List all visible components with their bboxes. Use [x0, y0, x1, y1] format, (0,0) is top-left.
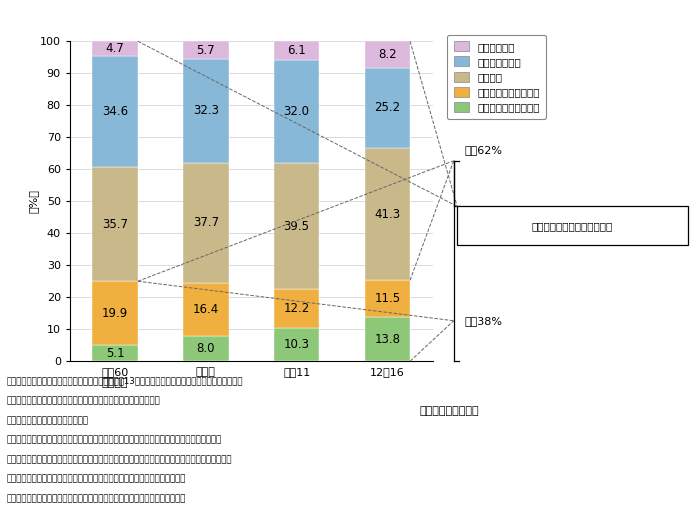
Text: 12.2: 12.2 — [283, 302, 310, 315]
Text: 37.7: 37.7 — [193, 216, 219, 229]
Bar — [364, 148, 410, 280]
Bar — [92, 281, 138, 345]
Text: 32.0: 32.0 — [283, 105, 310, 118]
Bar — [364, 41, 410, 68]
Text: 13.8: 13.8 — [374, 333, 401, 346]
Bar — [274, 289, 319, 328]
Text: 11.5: 11.5 — [374, 292, 401, 305]
Text: （備考）　１．国立社会保障・人口問題研究所「第13回出生動向基本調査（夫婦調査）」より作成。: （備考） １．国立社会保障・人口問題研究所「第13回出生動向基本調査（夫婦調査）… — [7, 377, 244, 385]
Bar — [183, 283, 228, 335]
Bar — [92, 41, 138, 56]
Text: 有職38%: 有職38% — [464, 316, 502, 326]
Text: 39.5: 39.5 — [283, 219, 310, 233]
Text: 4.7: 4.7 — [106, 42, 124, 55]
Bar — [183, 41, 228, 59]
Bar — [183, 59, 228, 163]
Text: 出産退職　　　　　　－第１子妊娠前就業〜第１子１歳時無職: 出産退職 －第１子妊娠前就業〜第１子１歳時無職 — [7, 475, 186, 483]
Bar — [183, 163, 228, 283]
Text: 妊娠前から無職　　　－第１子妊娠前無職〜第１子１歳時無職: 妊娠前から無職 －第１子妊娠前無職〜第１子１歳時無職 — [7, 494, 186, 503]
Bar — [274, 41, 319, 60]
Text: 19.9: 19.9 — [102, 307, 128, 319]
Text: 16.4: 16.4 — [193, 303, 219, 316]
Bar — [274, 328, 319, 361]
Text: 5.7: 5.7 — [197, 43, 215, 57]
Text: 25.2: 25.2 — [374, 101, 401, 115]
Bar — [274, 163, 319, 289]
Text: 32.3: 32.3 — [193, 104, 219, 117]
Text: 8.0: 8.0 — [197, 342, 215, 355]
Y-axis label: （%）: （%） — [29, 189, 38, 213]
Text: 8.2: 8.2 — [378, 48, 396, 61]
Bar — [92, 345, 138, 361]
Bar — [92, 167, 138, 281]
Text: 10.3: 10.3 — [283, 338, 310, 351]
Text: 6.1: 6.1 — [288, 44, 306, 57]
Bar — [364, 317, 410, 361]
Text: 41.3: 41.3 — [374, 208, 401, 221]
Text: 34.6: 34.6 — [102, 105, 128, 118]
Bar — [92, 56, 138, 167]
Text: ２．１歳以上の子を持つ初婚どうし夫婦について集計。: ２．１歳以上の子を持つ初婚どうし夫婦について集計。 — [7, 396, 161, 405]
Bar — [364, 280, 410, 317]
Text: （子どもの出生年）: （子どもの出生年） — [419, 406, 479, 416]
Text: ３．出産前後の就業経歴: ３．出産前後の就業経歴 — [7, 416, 89, 425]
Bar — [364, 68, 410, 148]
Text: 第１子出産前後での就業状況: 第１子出産前後での就業状況 — [532, 221, 613, 231]
Text: 就業継続（育休利用）－第１子妊娠前就業〜育児休業取得〜第１子１歳時就業: 就業継続（育休利用）－第１子妊娠前就業〜育児休業取得〜第１子１歳時就業 — [7, 436, 222, 444]
Bar — [274, 60, 319, 163]
Bar — [457, 206, 688, 245]
Text: 就業継続（育休なし）－第１子妊娠前就業〜育児休業取得なし〜第１子１歳時就業: 就業継続（育休なし）－第１子妊娠前就業〜育児休業取得なし〜第１子１歳時就業 — [7, 455, 232, 464]
Legend: その他・不詳, 妊娠前から無職, 出産退職, 就業継続（育休なし）, 就業継続（育休利用）: その他・不詳, 妊娠前から無職, 出産退職, 就業継続（育休なし）, 就業継続（… — [447, 35, 547, 119]
Text: 無職62%: 無職62% — [464, 146, 502, 155]
Bar — [183, 335, 228, 361]
Text: 5.1: 5.1 — [106, 347, 124, 360]
Text: 35.7: 35.7 — [102, 218, 128, 231]
